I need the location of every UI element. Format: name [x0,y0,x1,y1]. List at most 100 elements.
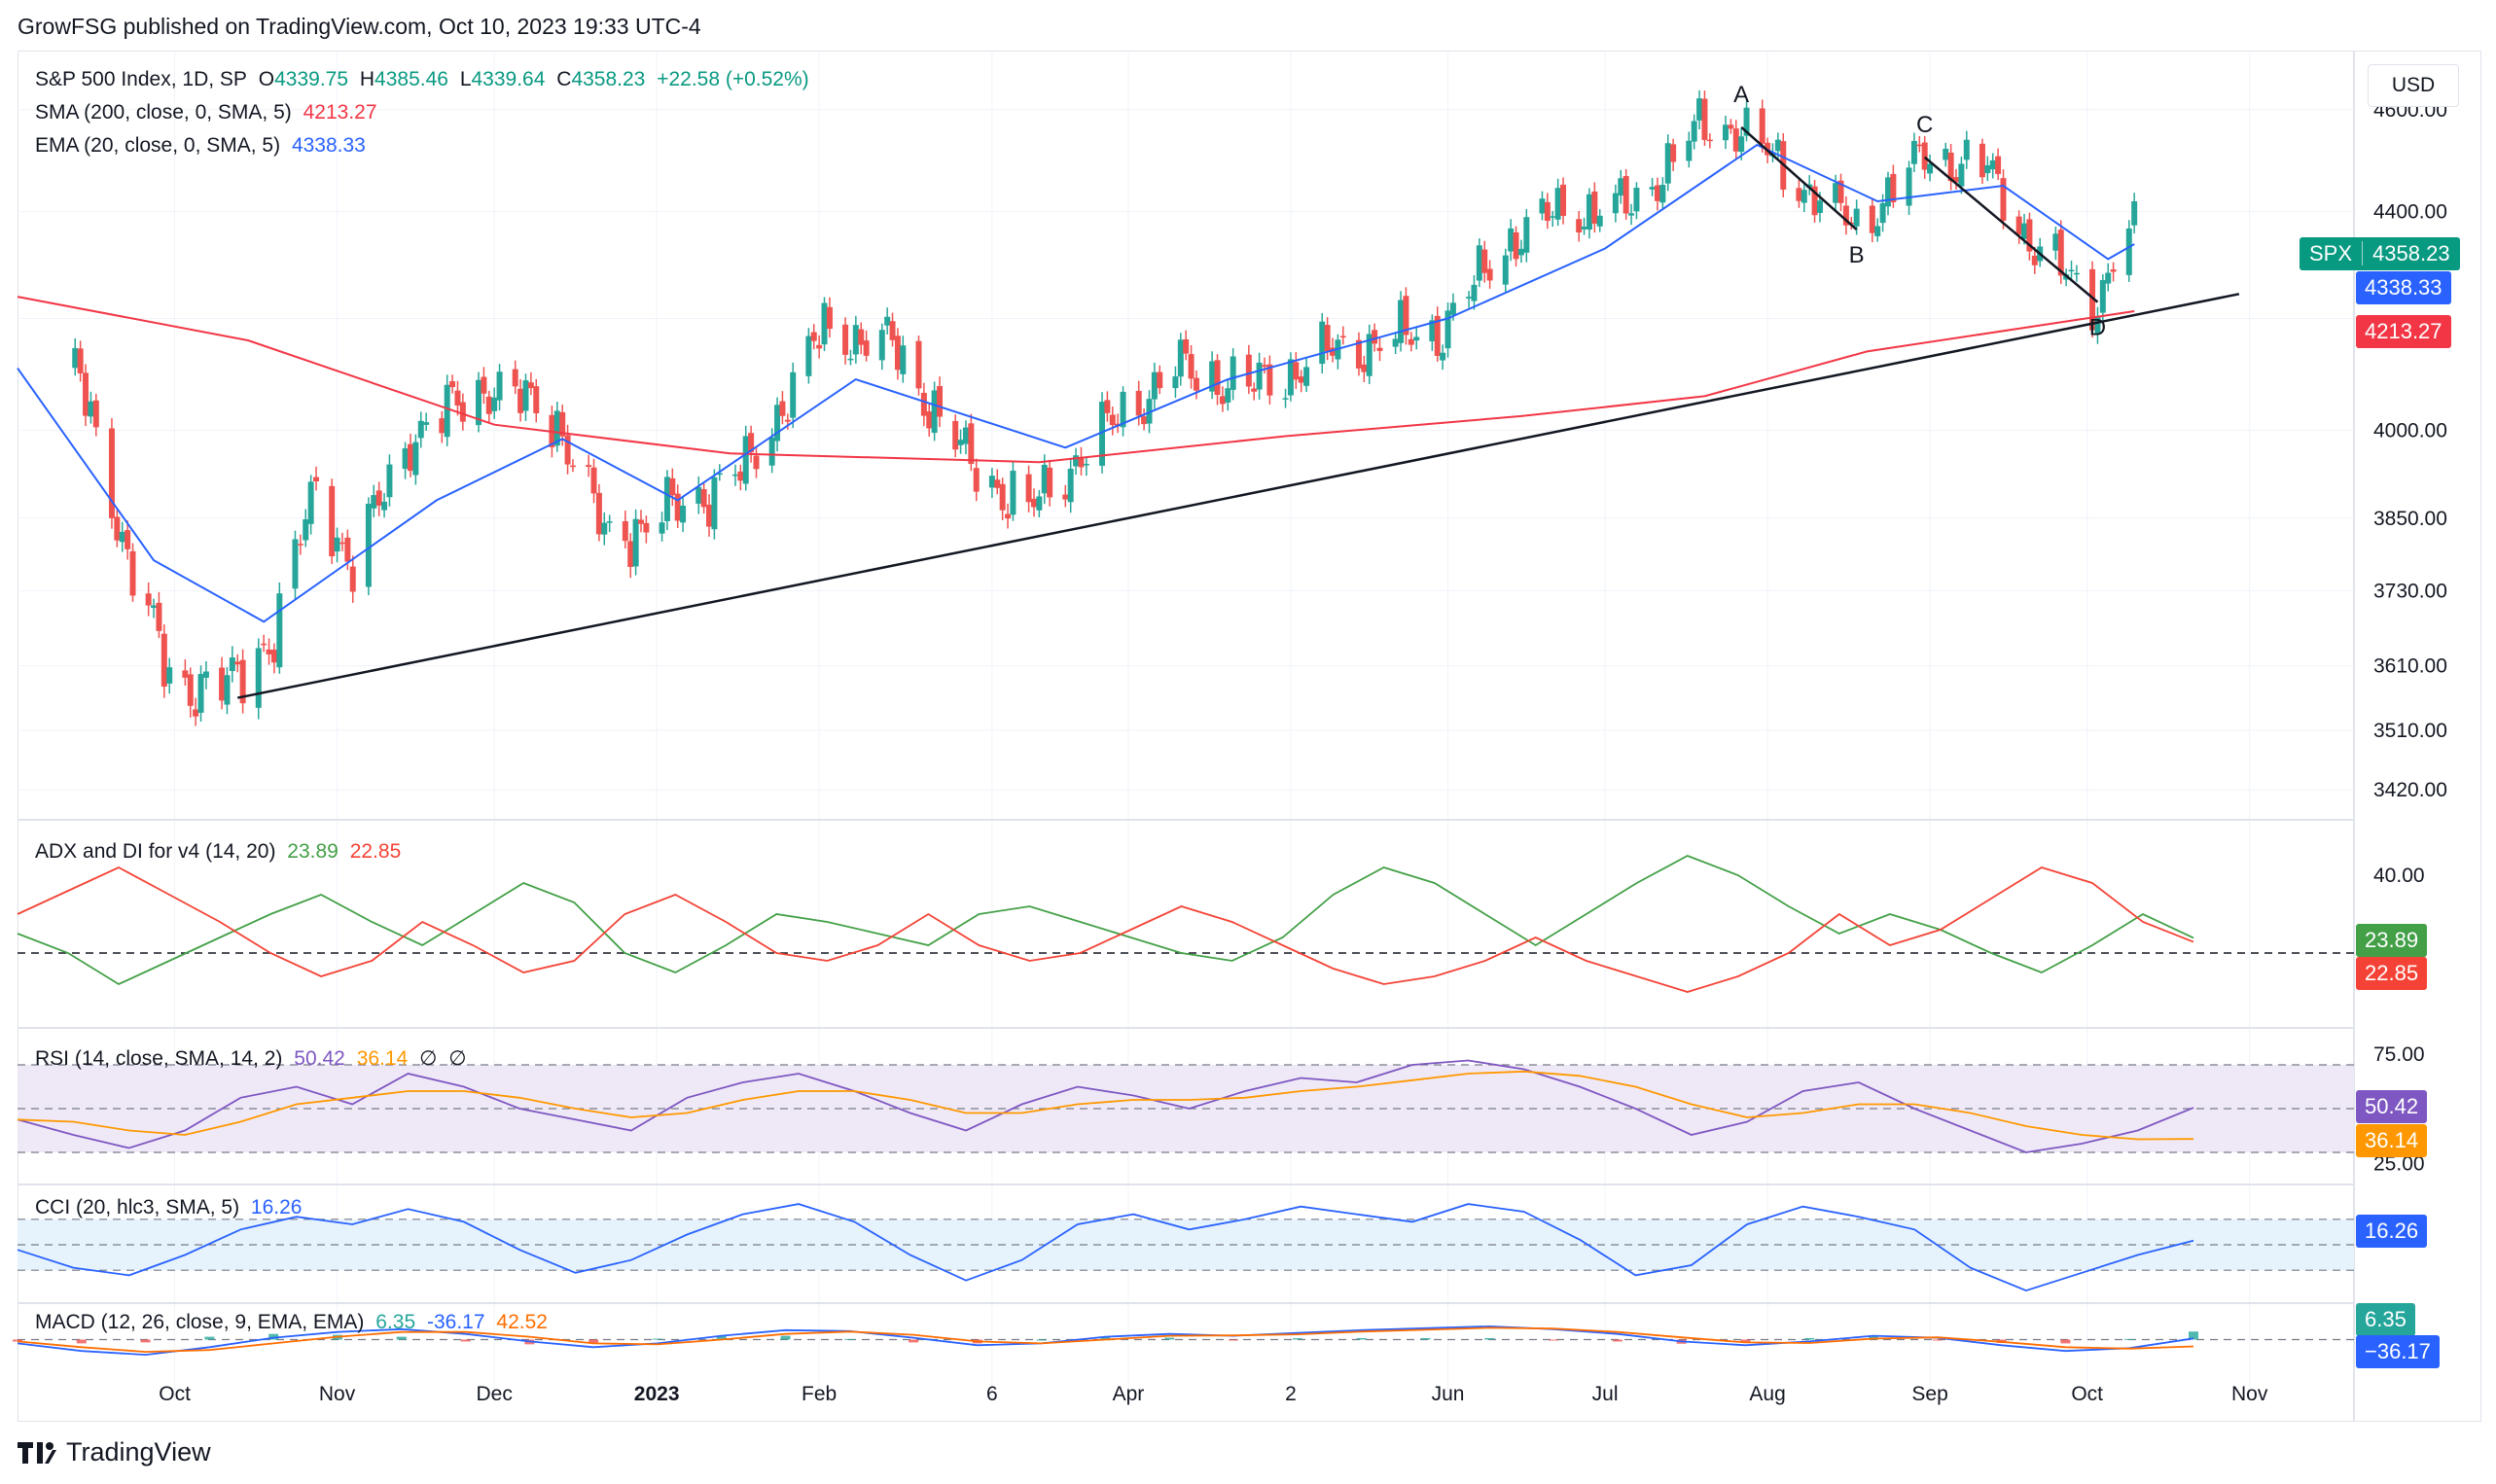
candle-body [1047,467,1053,498]
candle-body [1884,177,1891,207]
macd-histogram-bar [1932,1339,1943,1341]
pattern-point-c: C [1916,112,1933,138]
candle-body [1686,140,1693,161]
candle-body [423,422,430,425]
candle-body [1214,360,1221,396]
legend-cci[interactable]: CCI (20, hlc3, SMA, 5) 16.26 [35,1196,307,1219]
candle-body [349,566,356,592]
legend-rsi[interactable]: RSI (14, close, SMA, 14, 2) 50.42 36.14 … [35,1046,473,1071]
annotation-layer: A B C D [236,82,2240,699]
macd-histogram-bar [460,1339,471,1342]
candle-body [219,667,226,701]
candle-body [386,464,393,498]
macd-histogram-bar [1356,1337,1367,1340]
tradingview-brand[interactable]: TradingView [66,1437,211,1466]
macd-histogram-bar [844,1338,855,1340]
macd-histogram-bar [2189,1331,2198,1340]
legend-sma[interactable]: SMA (200, close, 0, SMA, 5) 4213.27 [35,101,383,124]
legend-cci-value: 16.26 [250,1196,303,1219]
candle-body [371,495,377,509]
macd-histogram-bar [1484,1337,1495,1340]
candle-body [1706,139,1713,142]
candle-body [266,649,272,654]
candle-body [1444,310,1451,349]
x-tick-label: Dec [476,1383,512,1405]
chart-frame[interactable] [18,51,2481,1422]
legend-main[interactable]: S&P 500 Index, 1D, SP O4339.75 H4385.46 … [35,68,815,91]
candle-body [821,302,828,345]
candle-body [674,493,681,521]
candle-body [417,420,424,439]
tradingview-logo-icon[interactable] [18,1441,56,1464]
candle-body [1366,334,1373,376]
legend-close-label: C [556,68,572,90]
axis-layer: Oct Nov Dec 2023 Feb 6 Apr 2 Jun Jul Aug Sep Oct Nov 3… [159,99,2447,1405]
candle-body [742,436,749,484]
spx-badge-label: SPX [2309,241,2353,265]
candle-body [1157,371,1163,389]
candle-body [1916,144,1923,147]
candle-body [2000,178,2007,221]
legend-adx-name: ADX and DI for v4 (14, 20) [35,840,276,863]
candle-body [894,336,901,371]
legend-macd[interactable]: MACD (12, 26, close, 9, EMA, EMA) 6.35 -… [35,1311,553,1334]
candle-body [999,483,1006,511]
candle-body [889,321,896,340]
legend-adx[interactable]: ADX and DI for v4 (14, 20) 23.89 22.85 [35,840,407,864]
candle-body [1723,124,1729,141]
macd-histogram-bar [1292,1338,1302,1340]
candle-body [1947,152,1954,182]
x-tick-label: Jul [1592,1383,1619,1405]
candle-body [1502,255,1509,285]
candle-body [2125,228,2132,275]
spx-price-badge: SPX 4358.23 [2300,237,2460,270]
candle-body [826,306,833,330]
candle-body [307,481,314,524]
candle-body [816,344,823,349]
candle-body [711,477,718,530]
currency-button[interactable]: USD [2368,64,2459,107]
macd-histogram-bar [268,1333,279,1340]
pattern-point-b: B [1849,242,1865,268]
candle-body [900,345,907,374]
candle-body [297,544,303,546]
candle-body [2021,223,2028,239]
candle-body [2031,255,2038,265]
macd-histogram-bar [1420,1337,1431,1340]
candle-body [381,501,388,511]
candle-body [1408,338,1414,345]
legend-rsi-value: 50.42 [294,1047,345,1070]
candle-body [1266,364,1273,396]
legend-close: 4358.23 [571,68,646,90]
candle-body [2052,233,2059,251]
moving-averages-layer [17,143,2135,623]
candle-body [669,477,676,496]
candle-body [1554,188,1561,220]
candle-body [1067,468,1074,503]
candle-body [553,410,560,446]
candle-body [1041,464,1048,494]
legend-ema[interactable]: EMA (20, close, 0, SMA, 5) 4338.33 [35,134,372,158]
y-tick-label: 3850.00 [2373,508,2447,530]
adx-y-tick: 40.00 [2373,865,2425,887]
candle-body [1513,231,1519,260]
candle-body [737,471,744,481]
candle-body [1083,463,1089,466]
candle-body [731,474,738,477]
candle-body [1691,121,1697,142]
candle-body [1649,187,1656,190]
candle-body [72,347,79,369]
candle-body [1508,228,1515,252]
legend-rsi-extra2: ∅ [448,1047,467,1070]
candle-body [108,428,115,518]
candle-body [1596,215,1603,227]
candle-body [454,390,461,406]
candle-body [1413,336,1420,341]
candle-body [569,465,576,468]
candle-body [160,633,167,688]
candle-body [1225,388,1231,403]
candle-body [994,479,1001,488]
candle-body [586,465,592,468]
candle-body [1449,302,1456,315]
